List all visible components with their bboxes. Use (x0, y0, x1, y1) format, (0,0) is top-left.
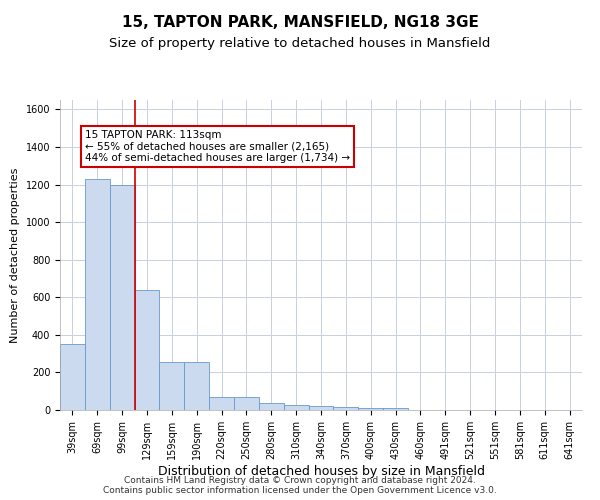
Bar (209, 397, 234, 410)
Bar (259, 404, 284, 410)
Bar (85, 179, 110, 410)
Text: 15, TAPTON PARK, MANSFIELD, NG18 3GE: 15, TAPTON PARK, MANSFIELD, NG18 3GE (122, 15, 478, 30)
Y-axis label: Number of detached properties: Number of detached properties (10, 168, 20, 342)
Bar (334, 407, 358, 410)
Text: Size of property relative to detached houses in Mansfield: Size of property relative to detached ho… (109, 38, 491, 51)
Bar (358, 408, 383, 410)
Bar (383, 408, 408, 410)
Bar (284, 404, 308, 410)
Bar (160, 362, 184, 410)
Bar (234, 397, 259, 410)
Text: Contains HM Land Registry data © Crown copyright and database right 2024.
Contai: Contains HM Land Registry data © Crown c… (103, 476, 497, 495)
Text: 15 TAPTON PARK: 113sqm
← 55% of detached houses are smaller (2,165)
44% of semi-: 15 TAPTON PARK: 113sqm ← 55% of detached… (85, 130, 350, 164)
Bar (134, 290, 160, 410)
Bar (308, 406, 334, 410)
Bar (60, 344, 85, 410)
Bar (110, 184, 134, 410)
Bar (184, 362, 209, 410)
X-axis label: Distribution of detached houses by size in Mansfield: Distribution of detached houses by size … (157, 464, 485, 477)
